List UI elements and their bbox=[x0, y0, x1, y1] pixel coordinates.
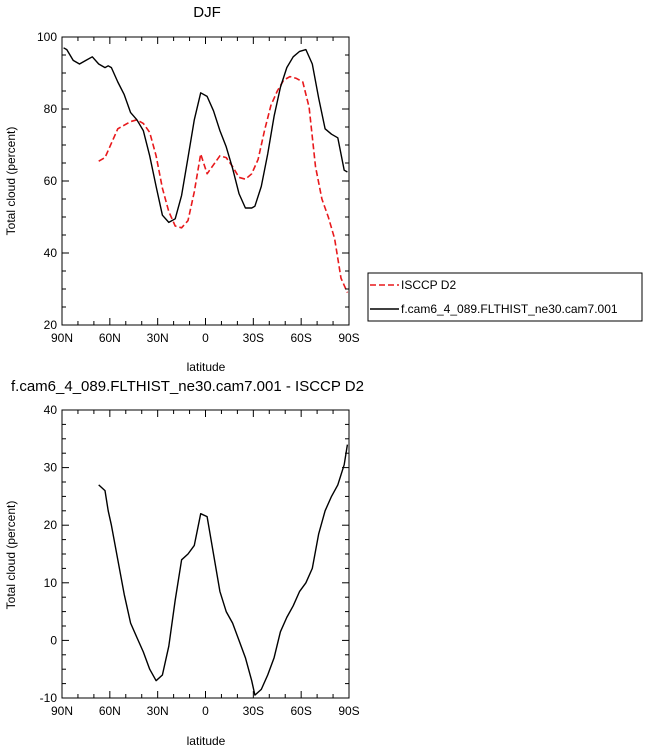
bottom-y-tick-label: 30 bbox=[44, 461, 58, 475]
bottom-x-tick-label: 90S bbox=[338, 704, 359, 718]
top-y-tick-label: 100 bbox=[37, 30, 57, 44]
bottom-series-line-0 bbox=[98, 444, 349, 696]
legend-label-isccp: ISCCP D2 bbox=[401, 278, 456, 292]
top-x-tick-label: 30S bbox=[243, 331, 264, 345]
top-y-tick-label: 20 bbox=[44, 318, 58, 332]
top-panel-legend: ISCCP D2 f.cam6_4_089.FLTHIST_ne30.cam7.… bbox=[367, 272, 643, 322]
bottom-x-tick-label: 90N bbox=[51, 704, 73, 718]
bottom-x-tick-label: 30N bbox=[147, 704, 169, 718]
top-x-tick-label: 90N bbox=[51, 331, 73, 345]
top-y-tick-label: 80 bbox=[44, 102, 58, 116]
bottom-panel-xlabel: latitude bbox=[187, 734, 226, 748]
top-panel-ticks: 90N 60N 30N 0 30S 60S 90S 20 40 60 80 100 bbox=[37, 30, 360, 345]
top-y-tick-label: 40 bbox=[44, 246, 58, 260]
top-x-tick-label: 90S bbox=[338, 331, 359, 345]
bottom-x-tick-label: 30S bbox=[243, 704, 264, 718]
top-y-tick-label: 60 bbox=[44, 174, 58, 188]
top-panel-xlabel: latitude bbox=[187, 360, 226, 374]
top-x-tick-label: 0 bbox=[202, 331, 209, 345]
bottom-panel-frame bbox=[61, 409, 350, 699]
bottom-x-tick-label: 0 bbox=[202, 704, 209, 718]
legend-label-model: f.cam6_4_089.FLTHIST_ne30.cam7.001 bbox=[401, 302, 618, 316]
bottom-y-tick-label: 20 bbox=[44, 518, 58, 532]
legend-frame bbox=[367, 272, 643, 322]
top-x-tick-label: 30N bbox=[147, 331, 169, 345]
bottom-y-tick-label: 0 bbox=[50, 633, 57, 647]
bottom-panel-ylabel: Total cloud (percent) bbox=[4, 501, 18, 610]
bottom-y-tick-label: 10 bbox=[44, 576, 58, 590]
top-panel: DJF 90N 60N 30N 0 30S 60S 90S 20 40 60 80 100 latit… bbox=[4, 4, 360, 374]
top-x-tick-label: 60S bbox=[290, 331, 311, 345]
top-panel-series bbox=[63, 47, 349, 293]
top-panel-title: DJF bbox=[193, 4, 221, 21]
top-x-tick-label: 60N bbox=[99, 331, 121, 345]
top-panel-frame bbox=[61, 36, 350, 326]
bottom-panel-title: f.cam6_4_089.FLTHIST_ne30.cam7.001 - ISC… bbox=[11, 378, 364, 395]
bottom-x-tick-label: 60S bbox=[290, 704, 311, 718]
bottom-panel: f.cam6_4_089.FLTHIST_ne30.cam7.001 - ISC… bbox=[4, 378, 364, 748]
bottom-panel-series bbox=[98, 444, 349, 696]
bottom-y-tick-label: 40 bbox=[44, 403, 58, 417]
bottom-x-tick-label: 60N bbox=[99, 704, 121, 718]
bottom-panel-ticks: 90N 60N 30N 0 30S 60S 90S -10 0 10 20 30 40 bbox=[40, 403, 360, 718]
top-panel-ylabel: Total cloud (percent) bbox=[4, 127, 18, 236]
top-series-line-1 bbox=[63, 47, 348, 224]
top-series-line-0 bbox=[98, 75, 349, 293]
bottom-y-tick-label: -10 bbox=[40, 691, 58, 705]
